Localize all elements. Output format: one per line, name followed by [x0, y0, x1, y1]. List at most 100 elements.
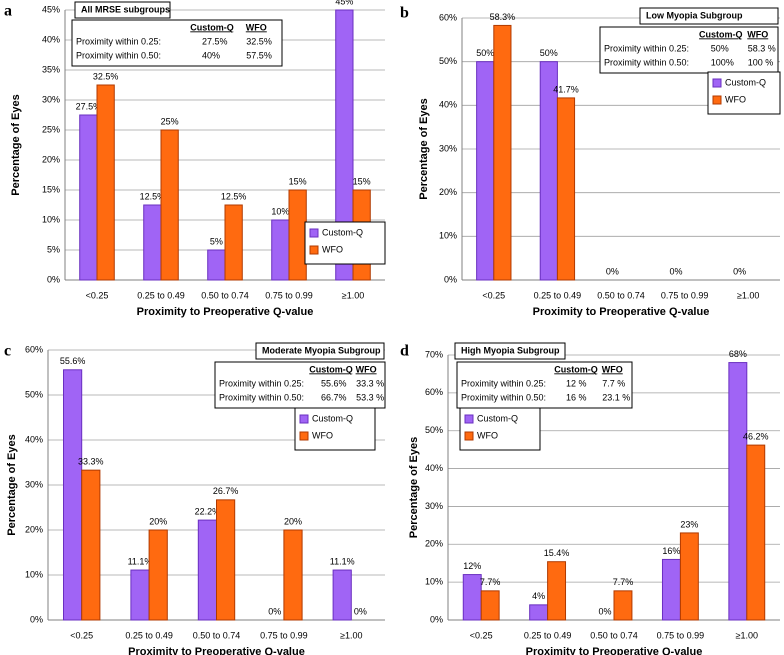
bar — [79, 114, 98, 281]
bar — [271, 219, 290, 281]
x-tick-label: ≥1.00 — [340, 630, 362, 640]
y-tick-label: 20% — [25, 524, 43, 534]
bar — [529, 604, 549, 621]
bar — [224, 204, 243, 281]
x-tick-label: 0.50 to 0.74 — [193, 630, 241, 640]
legend-swatch — [712, 78, 722, 88]
inset-cell: Proximity within 0.50: — [461, 392, 546, 402]
data-label: 11.1% — [330, 556, 355, 566]
data-label: 7.7% — [480, 577, 501, 587]
legend-label: WFO — [322, 244, 343, 254]
x-tick-label: 0.75 to 0.99 — [657, 630, 705, 640]
data-label: 0% — [733, 266, 746, 276]
data-label: 11.1% — [128, 556, 153, 566]
inset-cell: Proximity within 0.25: — [219, 378, 304, 388]
inset-cell: Proximity within 0.25: — [604, 43, 689, 53]
bar — [661, 558, 681, 621]
legend-label: WFO — [312, 430, 333, 440]
legend-label: WFO — [477, 430, 498, 440]
legend-swatch — [464, 431, 474, 441]
inset-cell: 32.5% — [246, 36, 272, 46]
data-label: 33.3% — [78, 457, 104, 467]
y-tick-label: 60% — [425, 387, 443, 397]
inset-header: Custom-Q — [309, 364, 353, 374]
inset-header: WFO — [602, 364, 623, 374]
data-label: 7.7% — [613, 577, 634, 587]
x-tick-label: 0.25 to 0.49 — [534, 290, 582, 300]
inset-cell: Proximity within 0.50: — [219, 392, 304, 402]
bar — [476, 61, 495, 281]
y-tick-label: 10% — [439, 231, 457, 241]
y-tick-label: 40% — [42, 34, 60, 44]
data-label: 32.5% — [93, 71, 119, 81]
inset-header: Custom-Q — [699, 29, 743, 39]
bar — [130, 569, 150, 621]
bar — [207, 249, 226, 281]
chart-title: Low Myopia Subgroup — [646, 10, 743, 20]
bar — [335, 9, 354, 281]
data-label: 12.5% — [140, 191, 166, 201]
y-axis-title: Percentage of Eyes — [6, 434, 18, 536]
data-label: 15% — [353, 176, 371, 186]
y-axis-title: Percentage of Eyes — [10, 94, 22, 196]
inset-header: WFO — [747, 29, 768, 39]
y-tick-label: 50% — [439, 56, 457, 66]
data-label: 45% — [335, 0, 353, 6]
y-tick-label: 10% — [425, 577, 443, 587]
data-label: 50% — [476, 48, 494, 58]
data-label: 68% — [729, 349, 747, 359]
data-label: 25% — [161, 116, 179, 126]
y-axis-title: Percentage of Eyes — [408, 437, 420, 539]
legend-swatch — [299, 414, 309, 424]
inset-cell: 53.3 % — [356, 392, 384, 402]
y-tick-label: 40% — [25, 434, 43, 444]
data-label: 0% — [354, 606, 367, 616]
legend-label: Custom-Q — [322, 227, 363, 237]
legend-swatch — [309, 228, 319, 238]
data-label: 58.3% — [490, 12, 516, 22]
data-label: 0% — [670, 266, 683, 276]
inset-header: WFO — [246, 22, 267, 32]
data-label: 50% — [540, 48, 558, 58]
data-label: 55.6% — [60, 356, 86, 366]
x-tick-label: 0.25 to 0.49 — [137, 290, 185, 300]
x-tick-label: 0.25 to 0.49 — [125, 630, 173, 640]
data-label: 0% — [599, 606, 612, 616]
data-label: 15.4% — [544, 548, 570, 558]
legend-swatch — [309, 245, 319, 255]
data-label: 12.5% — [221, 191, 247, 201]
inset-cell: 50% — [711, 43, 729, 53]
x-axis-title: Proximity to Preoperative Q-value — [128, 646, 305, 655]
bar — [160, 129, 179, 281]
bar — [143, 204, 162, 281]
x-tick-label: ≥1.00 — [736, 630, 758, 640]
y-tick-label: 10% — [42, 214, 60, 224]
data-label: 46.2% — [743, 431, 769, 441]
data-label: 22.2% — [195, 506, 221, 516]
inset-box — [214, 361, 386, 409]
inset-cell: 33.3 % — [356, 378, 384, 388]
bar — [547, 561, 567, 621]
inset-cell: 23.1 % — [602, 392, 630, 402]
y-tick-label: 60% — [25, 344, 43, 354]
y-tick-label: 30% — [425, 501, 443, 511]
x-axis-title: Proximity to Preoperative Q-value — [137, 306, 314, 318]
inset-cell: 100 % — [748, 57, 774, 67]
bar — [81, 469, 101, 621]
bar — [746, 444, 766, 621]
title-box — [639, 7, 779, 25]
inset-header: Custom-Q — [190, 22, 234, 32]
data-label: 0% — [268, 606, 281, 616]
bar — [216, 499, 236, 621]
x-tick-label: 0.50 to 0.74 — [590, 630, 638, 640]
y-tick-label: 30% — [42, 94, 60, 104]
y-tick-label: 0% — [444, 274, 457, 284]
inset-box — [456, 361, 633, 409]
x-tick-label: ≥1.00 — [737, 290, 759, 300]
y-tick-label: 0% — [47, 274, 60, 284]
x-tick-label: <0.25 — [470, 630, 493, 640]
data-label: 15% — [289, 176, 307, 186]
data-label: 0% — [606, 266, 619, 276]
y-tick-label: 50% — [425, 425, 443, 435]
inset-cell: 40% — [202, 50, 220, 60]
